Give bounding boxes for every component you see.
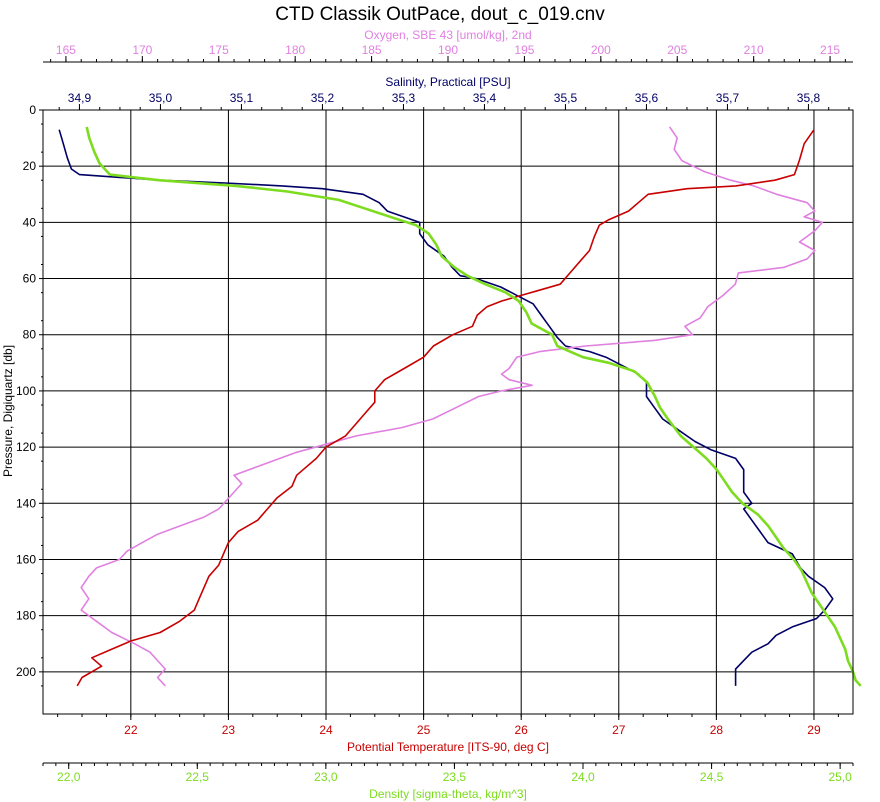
temperature-series-line [76, 129, 815, 687]
temperature-tick-label: 28 [710, 723, 724, 737]
salinity-tick-label: 35,4 [473, 91, 497, 105]
oxygen-axis-label: Oxygen, SBE 43 [umol/kg], 2nd [364, 28, 531, 42]
salinity-tick-label: 34,9 [68, 91, 92, 105]
salinity-tick-label: 35,5 [554, 91, 578, 105]
pressure-tick-label: 160 [16, 552, 36, 566]
salinity-tick-label: 35,8 [797, 91, 821, 105]
pressure-tick-label: 100 [16, 384, 36, 398]
pressure-tick-label: 180 [16, 609, 36, 623]
temperature-tick-label: 27 [612, 723, 626, 737]
oxygen-axis: 165 170 175 180 185 190 195 200 205 210 215 [43, 43, 853, 63]
oxygen-tick-label: 175 [209, 43, 229, 57]
chart-grid [43, 110, 853, 714]
salinity-tick-label: 35,2 [311, 91, 335, 105]
density-tick-label: 22,0 [57, 770, 81, 784]
salinity-axis-label: Salinity, Practical [PSU] [385, 75, 510, 89]
oxygen-tick-label: 200 [591, 43, 611, 57]
temperature-axis: 22 23 24 25 26 27 28 29 [43, 713, 853, 737]
temperature-tick-label: 25 [417, 723, 431, 737]
salinity-tick-label: 35,7 [716, 91, 740, 105]
series-layer [58, 126, 862, 687]
pressure-axis: 0 20 40 60 80 100 120 140 160 180 200 [16, 103, 43, 687]
chart-title: CTD Classik OutPace, dout_c_019.cnv [275, 4, 605, 25]
oxygen-series-line [80, 126, 824, 687]
pressure-tick-label: 40 [23, 215, 37, 229]
temperature-tick-label: 29 [807, 723, 821, 737]
oxygen-tick-label: 210 [744, 43, 764, 57]
oxygen-tick-label: 190 [438, 43, 458, 57]
density-tick-label: 23,5 [443, 770, 467, 784]
oxygen-tick-label: 215 [820, 43, 840, 57]
oxygen-tick-label: 165 [56, 43, 76, 57]
salinity-tick-label: 35,6 [635, 91, 659, 105]
pressure-tick-label: 120 [16, 440, 36, 454]
density-tick-label: 24,5 [700, 770, 724, 784]
salinity-tick-label: 35,0 [149, 91, 173, 105]
oxygen-tick-label: 205 [667, 43, 687, 57]
density-tick-label: 25,0 [828, 770, 852, 784]
temperature-axis-label: Potential Temperature [ITS-90, deg C] [347, 740, 549, 754]
temperature-tick-label: 24 [319, 723, 333, 737]
salinity-tick-label: 35,1 [230, 91, 254, 105]
pressure-tick-label: 60 [23, 272, 37, 286]
pressure-tick-label: 80 [23, 328, 37, 342]
temperature-tick-label: 26 [515, 723, 529, 737]
density-tick-label: 23,0 [314, 770, 338, 784]
pressure-axis-label: Pressure, Digiquartz [db] [1, 345, 15, 477]
oxygen-tick-label: 180 [285, 43, 305, 57]
pressure-tick-label: 200 [16, 665, 36, 679]
density-tick-label: 22,5 [186, 770, 210, 784]
density-axis-label: Density [sigma-theta, kg/m^3] [369, 787, 527, 801]
pressure-tick-label: 20 [23, 159, 37, 173]
density-axis: 22,0 22,5 23,0 23,5 24,0 24,5 25,0 [42, 762, 854, 784]
density-series-line [85, 126, 862, 687]
salinity-axis: 34,9 35,0 35,1 35,2 35,3 35,4 35,5 35,6 35,7 35,8 [43, 91, 853, 111]
salinity-tick-label: 35,3 [392, 91, 416, 105]
density-tick-label: 24,0 [571, 770, 595, 784]
pressure-tick-label: 0 [29, 103, 36, 117]
pressure-tick-label: 140 [16, 496, 36, 510]
temperature-tick-label: 22 [124, 723, 138, 737]
temperature-tick-label: 23 [222, 723, 236, 737]
oxygen-tick-label: 185 [362, 43, 382, 57]
oxygen-tick-label: 195 [514, 43, 534, 57]
oxygen-tick-label: 170 [132, 43, 152, 57]
